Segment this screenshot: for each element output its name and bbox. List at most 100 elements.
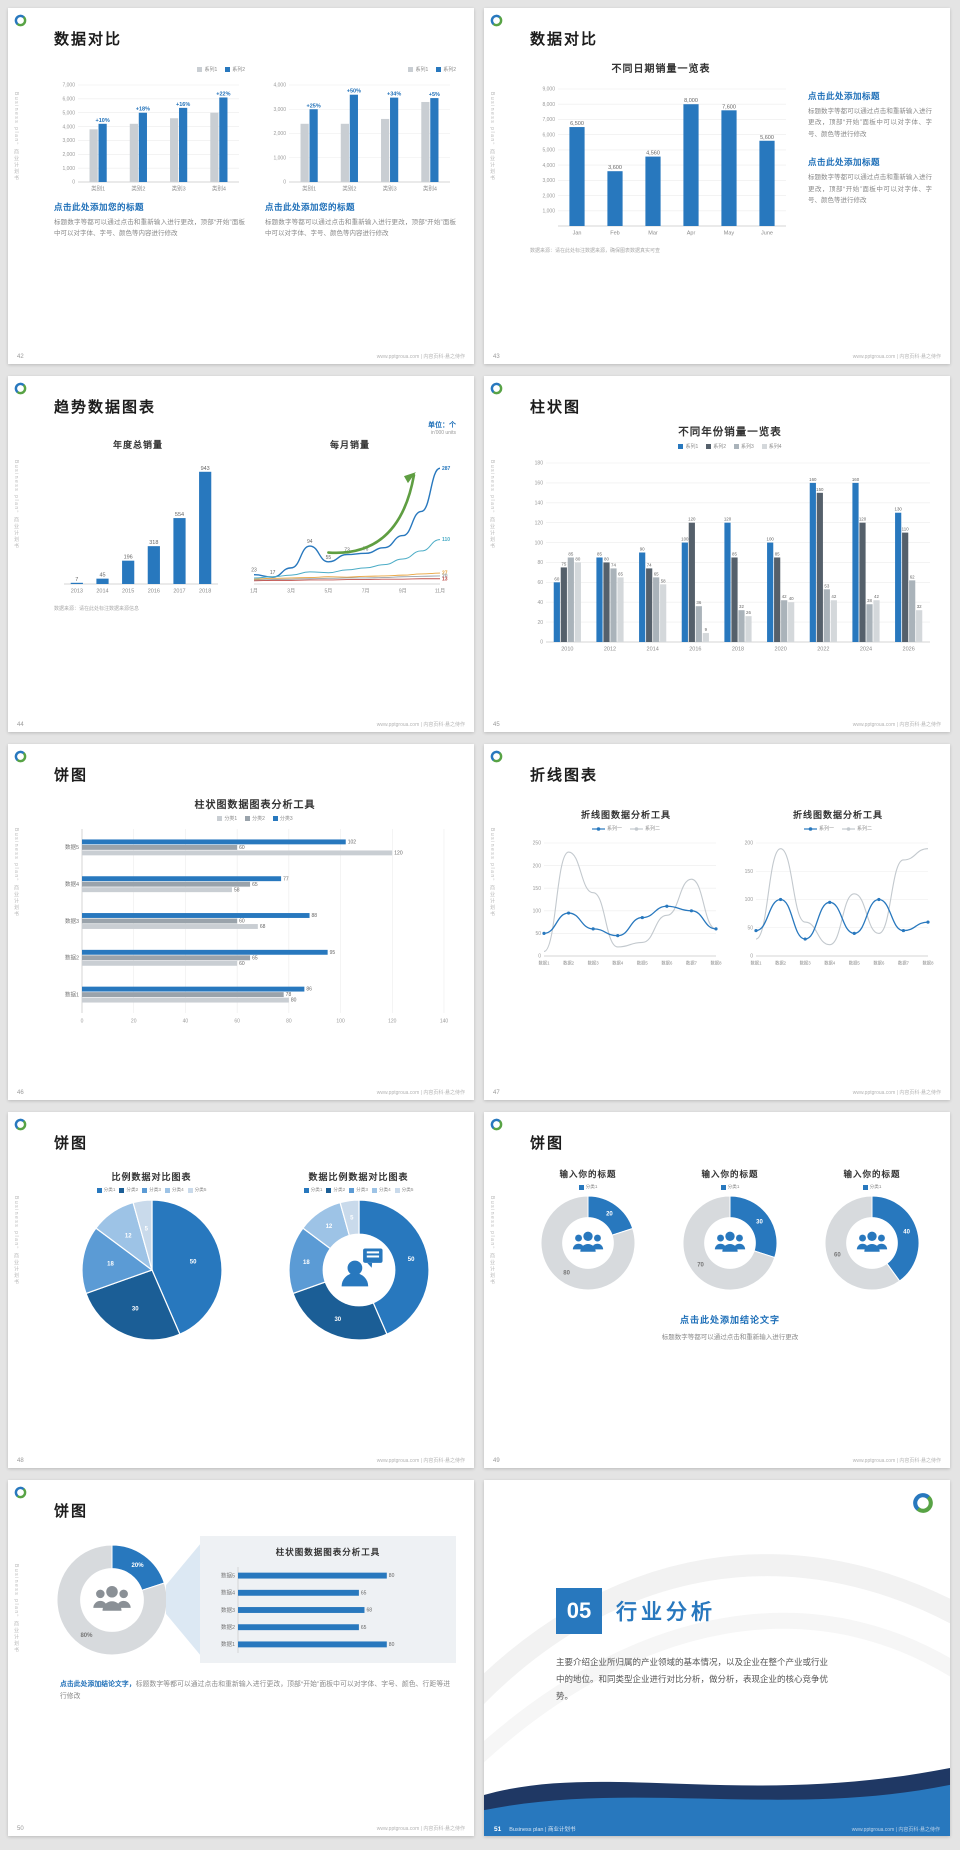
slide-50[interactable]: Business plan，商业计划书 饼图 20% 80% 柱状图数据图表分析工…	[8, 1480, 474, 1836]
brand-logo-icon	[490, 382, 503, 395]
svg-text:94: 94	[307, 539, 313, 545]
legend-item: 分类5	[187, 1187, 206, 1193]
deck-caption: Business plan | 商业计划书	[509, 1827, 576, 1833]
brand-logo-icon	[490, 1118, 503, 1131]
block-body: 标题数字等都可以通过点击和重新输入进行更改，顶部“开始”面板中可以对字体、字号、…	[265, 219, 456, 238]
slide-48[interactable]: Business plan，商业计划书 饼图 比例数据对比图表 分类1 分类2 分类…	[8, 1112, 474, 1468]
svg-text:160: 160	[852, 477, 860, 482]
legend-item: 分类5	[394, 1187, 413, 1193]
svg-text:2018: 2018	[199, 589, 211, 595]
slide-42[interactable]: Business plan，商业计划书 数据对比 系列1 系列2 0 1,000 2,…	[8, 8, 474, 364]
svg-text:+5%: +5%	[429, 92, 440, 98]
svg-text:80: 80	[563, 1270, 570, 1276]
svg-text:53: 53	[824, 583, 829, 588]
pie-chart: 50 30 18 12 5	[79, 1197, 225, 1343]
conclusion-lead: 点击此处添加结论文字，	[60, 1681, 136, 1688]
svg-text:80: 80	[575, 556, 580, 561]
svg-text:7,000: 7,000	[62, 83, 75, 89]
svg-text:50: 50	[189, 1259, 196, 1265]
slide-title: 饼图	[54, 767, 89, 784]
page-number: 49	[493, 1458, 500, 1464]
legend-item: 系列1	[197, 66, 217, 73]
svg-text:1,000: 1,000	[273, 155, 286, 161]
slide-45[interactable]: Business plan，商业计划书 柱状图 不同年份销量一览表 系列1 系列2…	[484, 376, 950, 732]
svg-text:数据4: 数据4	[65, 880, 79, 888]
svg-text:数据2: 数据2	[65, 954, 79, 962]
svg-text:7,600: 7,600	[722, 104, 736, 110]
svg-text:140: 140	[535, 500, 544, 506]
svg-text:140: 140	[440, 1019, 449, 1025]
svg-text:60: 60	[234, 1019, 240, 1025]
svg-text:80: 80	[389, 1573, 395, 1579]
svg-text:类别2: 类别2	[131, 185, 145, 193]
slide-47[interactable]: Business plan，商业计划书 折线图表 折线图数据分析工具 系列一 系列…	[484, 744, 950, 1100]
chart-block: 系列1 系列2 0 1,000 2,000 3,000 4,000 5,000 6,000 7,…	[54, 66, 245, 240]
svg-text:May: May	[724, 231, 735, 237]
slide-49[interactable]: Business plan，商业计划书 饼图 输入你的标题 分类1 20 80 输…	[484, 1112, 950, 1468]
slide-51[interactable]: 05 行业分析 主要介绍企业所归属的产业领域的基本情况，以及企业在整个产业或行业…	[484, 1480, 950, 1836]
svg-text:类别4: 类别4	[212, 185, 226, 193]
svg-text:20: 20	[606, 1212, 613, 1218]
slide-footer: www.pptgroua.com | 内容页科·悬之侍作	[852, 1458, 941, 1464]
svg-text:类别3: 类别3	[383, 185, 397, 193]
svg-text:13: 13	[442, 576, 448, 582]
svg-text:80: 80	[389, 1642, 395, 1648]
legend-item: 系列3	[734, 443, 754, 450]
svg-text:0: 0	[283, 180, 286, 186]
svg-text:2014: 2014	[647, 647, 659, 653]
svg-text:数据1: 数据1	[539, 960, 551, 967]
page-number: 43	[493, 354, 500, 360]
chart-legend: 分类1 分类2 分类3 分类4 分类5	[261, 1187, 456, 1193]
svg-text:数据2: 数据2	[775, 960, 787, 967]
svg-text:80: 80	[537, 560, 543, 566]
svg-text:2,000: 2,000	[62, 152, 75, 158]
svg-text:数据4: 数据4	[221, 1589, 235, 1597]
svg-text:120: 120	[688, 517, 696, 522]
slide-46[interactable]: Business plan，商业计划书 饼图 柱状图数据图表分析工具 分类1 分类…	[8, 744, 474, 1100]
slide-43[interactable]: Business plan，商业计划书 数据对比 不同日期销量一览表 1,000…	[484, 8, 950, 364]
slide-title: 柱状图	[530, 399, 582, 416]
svg-text:4,000: 4,000	[273, 83, 286, 89]
svg-text:100: 100	[533, 909, 542, 915]
chart-title: 输入你的标题	[701, 1169, 759, 1179]
slide-title: 数据对比	[530, 31, 599, 48]
svg-text:58: 58	[661, 578, 666, 583]
slide-footer: www.pptgroua.com | 内容页科·悬之侍作	[376, 1090, 465, 1096]
slide-44[interactable]: Business plan，商业计划书 趋势数据图表 单位：个 in'000 u…	[8, 376, 474, 732]
chart-block: 折线图数据分析工具 系列一 系列二 0 50 100 150 200 250 数据1 数据2 数据…	[528, 808, 724, 967]
svg-text:数据3: 数据3	[800, 960, 812, 967]
svg-text:0: 0	[538, 954, 541, 960]
svg-text:40: 40	[903, 1230, 910, 1236]
section-title: 行业分析	[616, 1601, 716, 1624]
svg-text:+16%: +16%	[176, 102, 190, 108]
donut-chart: 20% 80%	[54, 1542, 170, 1658]
svg-text:100: 100	[681, 537, 689, 542]
chart-block: 系列1 系列2 0 1,000 2,000 3,000 4,000 类别1 +25% 类别2 +5…	[265, 66, 456, 240]
svg-text:30: 30	[334, 1317, 341, 1323]
column-chart: 0 1,000 2,000 3,000 4,000 5,000 6,000 7,000 类别1 +…	[54, 75, 245, 193]
svg-text:0: 0	[540, 640, 543, 646]
svg-text:287: 287	[442, 466, 451, 472]
svg-text:数据8: 数据8	[711, 960, 723, 967]
block-body: 标题数字等都可以通过点击和重新输入进行更改，顶部“开始”面板中可以对字体、字号、…	[808, 108, 932, 138]
svg-text:65: 65	[361, 1590, 367, 1596]
svg-text:数据6: 数据6	[661, 960, 673, 967]
svg-text:Feb: Feb	[610, 231, 619, 237]
svg-text:4,000: 4,000	[62, 124, 75, 130]
svg-text:65: 65	[252, 882, 258, 888]
chart-block: 输入你的标题 分类1 40 60	[806, 1168, 938, 1293]
svg-text:40: 40	[537, 600, 543, 606]
svg-text:85: 85	[597, 551, 602, 556]
svg-text:85: 85	[732, 551, 737, 556]
svg-text:27: 27	[442, 571, 448, 577]
donut-chart: 20 80	[538, 1193, 638, 1293]
svg-text:86: 86	[306, 987, 312, 993]
svg-text:类别1: 类别1	[91, 185, 105, 193]
svg-text:类别1: 类别1	[302, 185, 316, 193]
block-body: 标题数字等都可以通过点击和重新输入进行更改，顶部“开始”面板中可以对字体、字号、…	[808, 174, 932, 204]
svg-text:40: 40	[183, 1019, 189, 1025]
legend-item: 分类2	[245, 815, 265, 822]
data-source-note: 数据来源：请在此处标注数据来源，确保图表数据真实可查	[530, 248, 661, 254]
brand-logo-icon	[912, 1492, 934, 1514]
svg-text:130: 130	[895, 507, 903, 512]
